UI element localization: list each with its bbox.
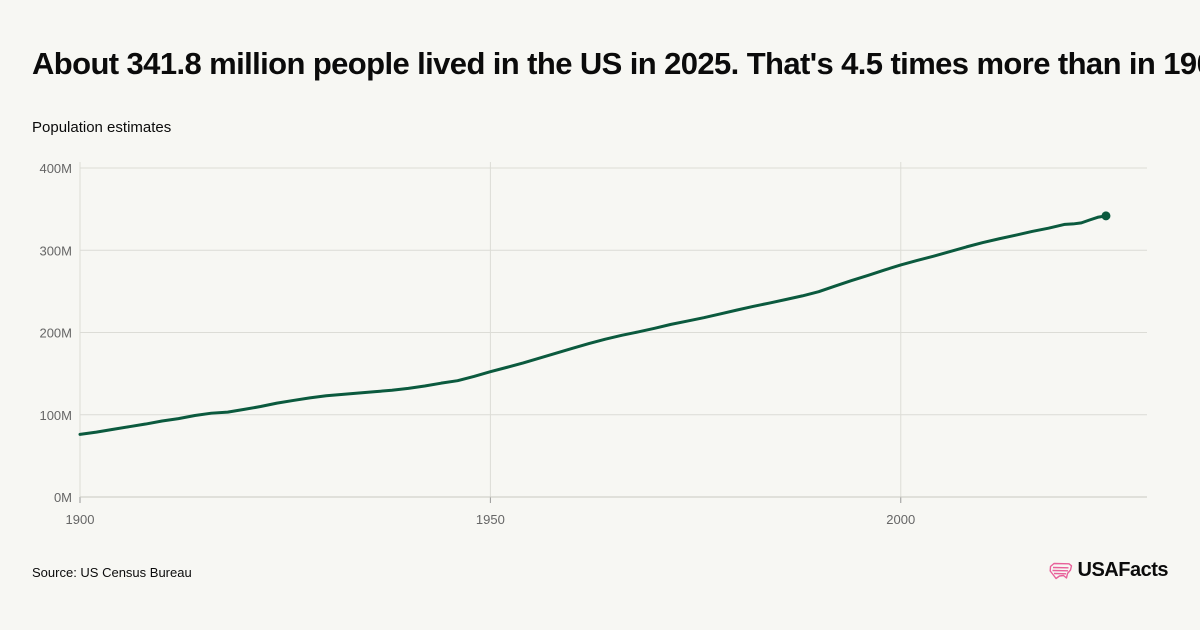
population-series-line [78,214,1108,436]
chart-subtitle: Population estimates [32,119,172,136]
y-axis-tick-labels: 0M 100M 200M 300M 400M [39,161,72,505]
y-tick-label: 300M [39,243,72,258]
us-flag-map-icon [1049,562,1072,579]
chart-series [78,211,1111,436]
x-tick-label: 1950 [476,512,505,527]
x-tick-label: 2000 [886,512,915,527]
y-tick-label: 0M [54,490,72,505]
y-tick-label: 100M [39,408,72,423]
chart-grid [79,162,1147,503]
x-tick-label: 1900 [66,512,95,527]
source-note: Source: US Census Bureau [32,565,192,580]
page-title: About 341.8 million people lived in the … [32,46,1200,81]
brand-name: USAFacts [1077,559,1169,581]
x-axis-tick-labels: 1900 1950 2000 [66,512,916,527]
y-tick-label: 200M [39,326,72,341]
usafacts-logo[interactable]: USAFacts [1049,559,1169,582]
series-end-point [1101,211,1111,221]
y-tick-label: 400M [39,161,72,176]
